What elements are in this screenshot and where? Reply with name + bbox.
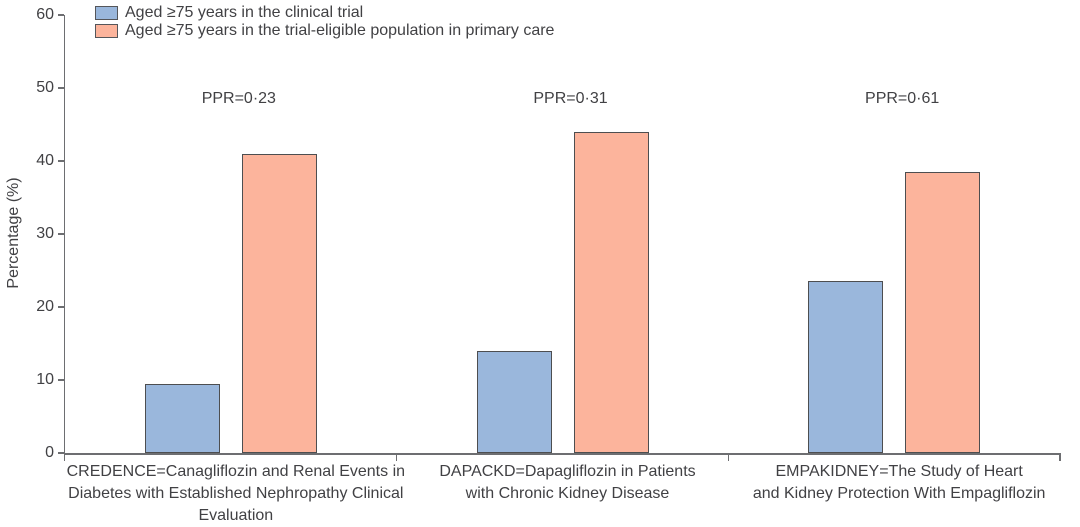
category-label: CREDENCE=Canagliflozin and Renal Events … bbox=[36, 461, 436, 527]
legend-item-clinical-trial: Aged ≥75 years in the clinical trial bbox=[95, 4, 554, 21]
category-label-line: CREDENCE=Canagliflozin and Renal Events … bbox=[66, 463, 406, 480]
category-label: DAPACKD=Dapagliflozin in Patients with Ch… bbox=[368, 461, 768, 505]
y-tick-label: 10 bbox=[36, 371, 54, 388]
legend-swatch-primary-care-icon bbox=[95, 24, 118, 38]
y-tick bbox=[58, 87, 64, 89]
category-label-line: with Chronic Kidney Disease bbox=[465, 485, 670, 502]
category-label-line: Diabetes with Established Nephropathy Cl… bbox=[68, 485, 404, 502]
y-tick-label: 30 bbox=[36, 225, 54, 242]
y-tick-label: 20 bbox=[36, 298, 54, 315]
bar-clinical-trial bbox=[808, 281, 884, 453]
x-separator-tick bbox=[727, 453, 730, 461]
category-label-line: EMPAKIDNEY=The Study of Heart bbox=[775, 463, 1023, 480]
ppr-annotation: PPR=0·61 bbox=[865, 90, 940, 107]
bar-primary-care bbox=[905, 171, 981, 453]
ppr-annotation: PPR=0·23 bbox=[201, 90, 276, 107]
y-axis-line bbox=[63, 15, 65, 461]
y-tick-label: 50 bbox=[36, 79, 54, 96]
category-label-line: DAPACKD=Dapagliflozin in Patients bbox=[439, 463, 696, 480]
y-tick-label: 60 bbox=[36, 6, 54, 23]
y-tick bbox=[58, 306, 64, 308]
y-tick-label: 0 bbox=[45, 444, 54, 461]
x-axis-line bbox=[63, 453, 1060, 455]
y-tick bbox=[58, 452, 64, 454]
bar-primary-care bbox=[573, 131, 649, 453]
y-tick bbox=[58, 14, 64, 16]
legend-item-primary-care: Aged ≥75 years in the trial-eligible pop… bbox=[95, 22, 555, 39]
bar-clinical-trial bbox=[144, 383, 220, 453]
y-tick bbox=[58, 379, 64, 381]
y-tick bbox=[58, 160, 64, 162]
category-label-line: and Kidney Protection With Empagliflozin bbox=[752, 485, 1046, 502]
y-tick bbox=[58, 233, 64, 235]
category-label-line: Evaluation bbox=[198, 507, 274, 524]
legend: Aged ≥75 years in the clinical trial Age… bbox=[95, 4, 555, 39]
bar-primary-care bbox=[241, 153, 317, 453]
ppr-annotation: PPR=0·31 bbox=[533, 90, 608, 107]
x-separator-tick bbox=[1059, 453, 1061, 461]
legend-label-primary-care: Aged ≥75 years in the trial-eligible pop… bbox=[125, 22, 555, 39]
x-separator-tick bbox=[395, 453, 398, 461]
legend-swatch-clinical-trial-icon bbox=[95, 6, 118, 20]
category-label: EMPAKIDNEY=The Study of Heart and Kidney … bbox=[699, 461, 1080, 505]
legend-label-clinical-trial: Aged ≥75 years in the clinical trial bbox=[125, 4, 364, 21]
bar-clinical-trial bbox=[476, 350, 552, 453]
y-tick-label: 40 bbox=[36, 152, 54, 169]
